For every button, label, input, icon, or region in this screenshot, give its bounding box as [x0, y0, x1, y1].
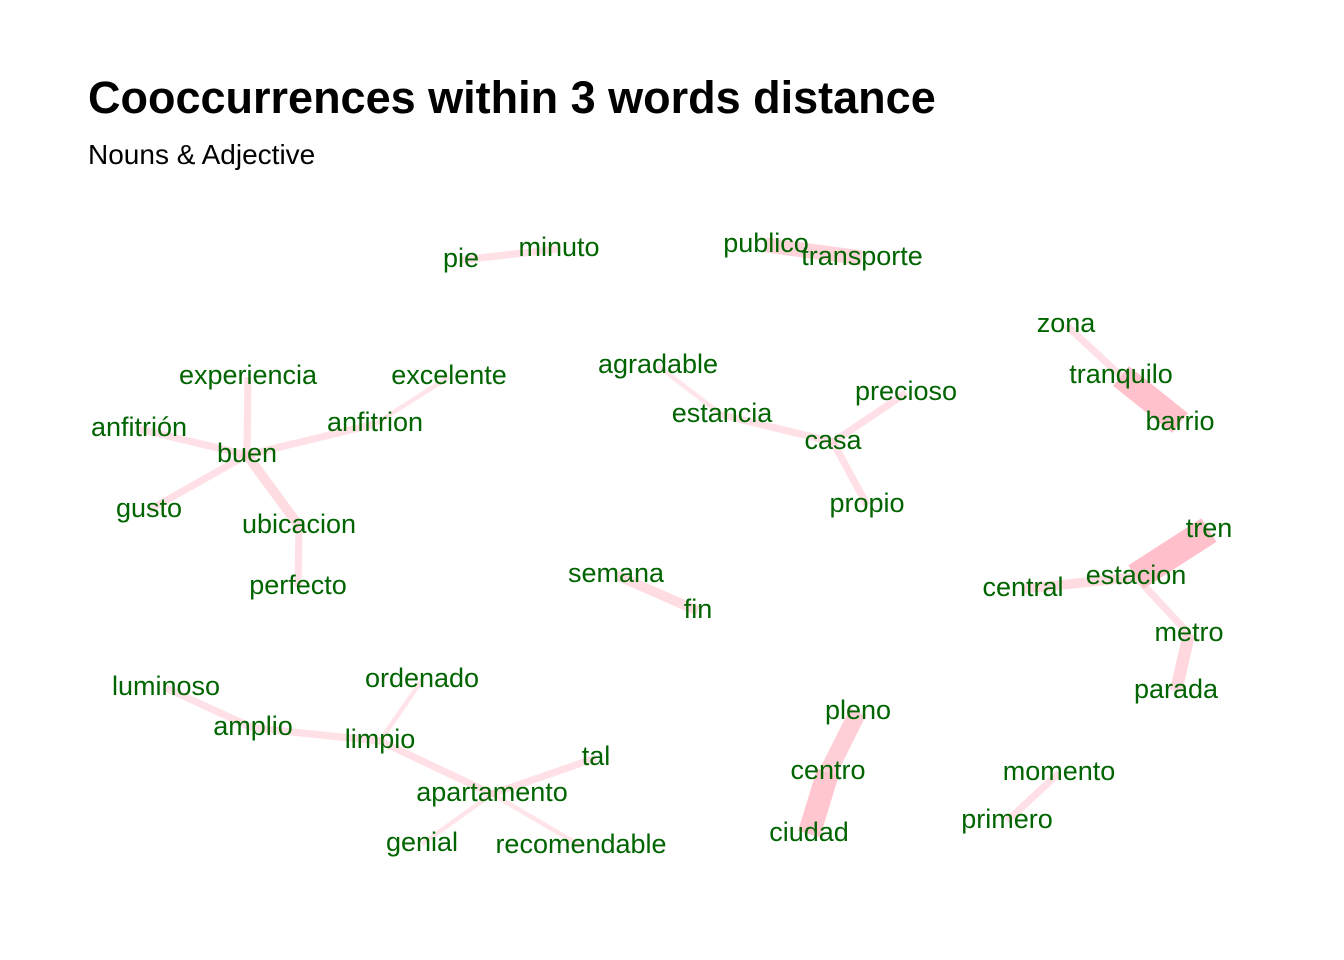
node-label-tranquilo: tranquilo — [1069, 359, 1173, 389]
node-label-anfitrion: anfitrion — [327, 407, 423, 437]
node-label-estancia: estancia — [672, 398, 774, 428]
node-label-anfitrion-accent: anfitrión — [91, 412, 187, 442]
edge-ordenado-limpio — [378, 678, 424, 743]
edge-tren-estacion — [1128, 518, 1217, 589]
edge-estancia-casa — [721, 411, 834, 446]
node-label-ciudad: ciudad — [769, 817, 849, 847]
node-label-zona: zona — [1037, 308, 1097, 338]
node-label-buen: buen — [217, 438, 277, 468]
edge-centro-ciudad — [798, 768, 839, 838]
node-label-publico: publico — [723, 228, 809, 258]
node-label-precioso: precioso — [855, 376, 957, 406]
node-label-centro: centro — [790, 755, 865, 785]
edge-agradable-estancia — [656, 364, 724, 417]
edge-apartamento-recomendable — [490, 792, 583, 848]
node-label-casa: casa — [804, 425, 862, 455]
node-label-central: central — [982, 572, 1063, 602]
node-label-barrio: barrio — [1145, 406, 1214, 436]
node-label-apartamento: apartamento — [416, 777, 568, 807]
edge-anfitrion_accent-buen — [138, 425, 248, 459]
edge-anfitrion-buen — [246, 420, 376, 459]
node-label-perfecto: perfecto — [249, 570, 347, 600]
edge-zona-tranquilo — [1063, 322, 1124, 379]
node-label-minuto: minuto — [518, 232, 599, 262]
edge-publico-transporte — [764, 237, 864, 266]
edge-casa-propio — [829, 440, 871, 507]
edge-buen-ubicacion — [243, 452, 303, 529]
node-label-pie: pie — [443, 243, 479, 273]
node-label-parada: parada — [1134, 674, 1219, 704]
edge-metro-parada — [1169, 632, 1196, 693]
edge-amplio-limpio — [252, 724, 381, 745]
node-label-tal: tal — [582, 741, 611, 771]
node-label-ordenado: ordenado — [365, 663, 479, 693]
node-label-propio: propio — [829, 488, 904, 518]
edge-luminoso-amplio — [164, 684, 255, 732]
node-label-genial: genial — [386, 827, 458, 857]
edge-tranquilo-barrio — [1113, 366, 1188, 433]
node-label-limpio: limpio — [345, 724, 416, 754]
edge-excelente-anfitrion — [373, 375, 451, 426]
node-label-tren: tren — [1186, 513, 1233, 543]
node-label-estacion: estacion — [1086, 560, 1187, 590]
node-label-excelente: excelente — [391, 360, 507, 390]
node-label-momento: momento — [1003, 756, 1116, 786]
edge-tal-apartamento — [490, 754, 598, 798]
edge-estacion-metro — [1133, 574, 1192, 637]
chart-subtitle: Nouns & Adjective — [88, 139, 316, 170]
edge-experiencia-buen — [243, 376, 252, 456]
edge-gusto-buen — [147, 451, 249, 514]
edge-pleno-centro — [820, 708, 866, 776]
edge-central-estacion — [1022, 572, 1137, 594]
node-label-luminoso: luminoso — [112, 671, 220, 701]
edge-momento-primero — [1004, 770, 1062, 824]
edge-semana-fin — [614, 570, 700, 616]
edge-ubicacion-perfecto — [294, 525, 303, 588]
node-label-experiencia: experiencia — [179, 360, 318, 390]
node-label-amplio: amplio — [213, 711, 293, 741]
node-label-semana: semana — [568, 558, 665, 588]
node-label-primero: primero — [961, 804, 1053, 834]
node-label-recomendable: recomendable — [495, 829, 666, 859]
edges-layer — [138, 237, 1217, 848]
node-label-agradable: agradable — [598, 349, 718, 379]
node-label-ubicacion: ubicacion — [242, 509, 356, 539]
edge-pie-minuto — [460, 245, 560, 264]
node-label-transporte: transporte — [801, 241, 923, 271]
node-label-metro: metro — [1154, 617, 1223, 647]
chart-title: Cooccurrences within 3 words distance — [88, 72, 936, 123]
node-label-gusto: gusto — [116, 493, 182, 523]
node-label-fin: fin — [684, 594, 713, 624]
edge-apartamento-genial — [420, 792, 494, 846]
node-label-pleno: pleno — [825, 695, 891, 725]
edge-casa-precioso — [830, 390, 909, 445]
edge-limpio-apartamento — [378, 737, 494, 798]
